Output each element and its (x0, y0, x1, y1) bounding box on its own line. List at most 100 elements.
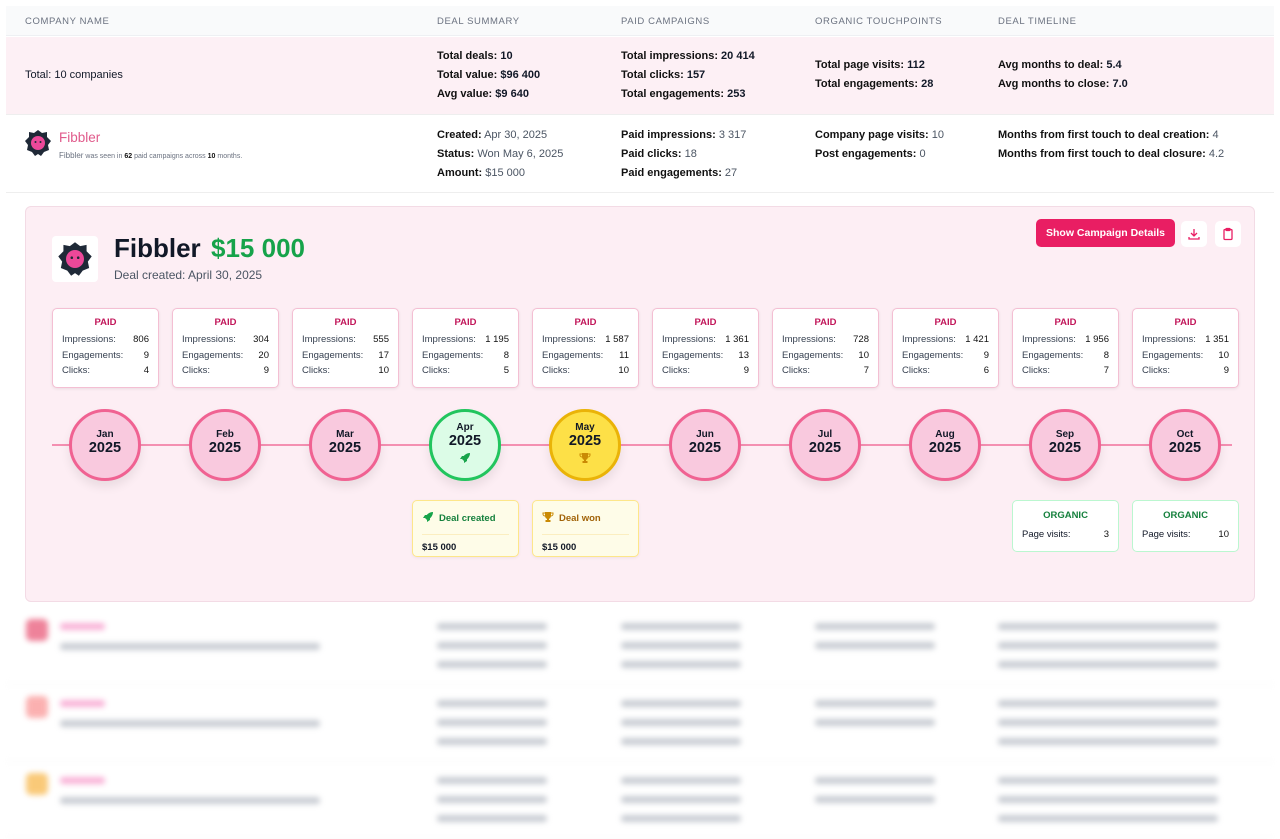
engagements-label: Engagements: (62, 349, 124, 361)
blurred-row[interactable] (6, 763, 1274, 839)
blurred-text (998, 777, 1218, 784)
month-node-jun[interactable]: Jun 2025 (669, 409, 741, 481)
impressions-label: Impressions: (542, 334, 596, 345)
company-deal: Created: Apr 30, 2025 Status: Won May 6, … (437, 126, 563, 183)
clicks-label: Clicks: (302, 365, 330, 376)
paid-label: PAID (694, 317, 717, 328)
month-node-aug[interactable]: Aug 2025 (909, 409, 981, 481)
blurred-text (621, 796, 741, 803)
event-card-created: Deal created $15 000 (412, 500, 519, 557)
month-node-jul[interactable]: Jul 2025 (789, 409, 861, 481)
engagements-row: Engagements: 13 (662, 348, 749, 364)
stat-line: Paid clicks: 18 (621, 145, 746, 164)
month-label: Jan (96, 429, 114, 440)
stat-label: Paid engagements: (621, 167, 722, 179)
engagements-value: 9 (143, 349, 149, 361)
totals-row: Total: 10 companies Total deals: 10 Total… (6, 37, 1274, 115)
company-logo-icon (26, 696, 48, 718)
clipboard-icon[interactable] (1215, 221, 1241, 247)
stat-value: 10 (497, 50, 513, 62)
stat-value: Apr 30, 2025 (481, 129, 548, 141)
engagements-row: Engagements: 8 (1022, 348, 1109, 364)
company-row-fibbler[interactable]: Fibbler Fibbler was seen in 62 paid camp… (6, 115, 1274, 193)
stat-value: 157 (683, 69, 706, 81)
month-label: Jun (696, 429, 714, 440)
year-label: 2025 (328, 440, 362, 456)
stat-line: Status: Won May 6, 2025 (437, 145, 563, 164)
paid-card: PAID Impressions: 304 Engagements: 20 Clicks:… (172, 308, 279, 388)
blurred-text (437, 623, 547, 630)
stat-value: 10 (928, 129, 944, 141)
blurred-text (621, 623, 741, 630)
detail-company-name: Fibbler (114, 233, 201, 263)
month-node-jan[interactable]: Jan 2025 (69, 409, 141, 481)
stat-line: Paid engagements: 27 (621, 164, 746, 183)
rocket-icon (422, 512, 434, 526)
impressions-value: 1 351 (1205, 334, 1229, 345)
stat-label: Amount: (437, 167, 483, 179)
impressions-label: Impressions: (662, 334, 716, 345)
impressions-label: Impressions: (782, 334, 836, 345)
blurred-text (437, 661, 547, 668)
month-node-sep[interactable]: Sep 2025 (1029, 409, 1101, 481)
year-label: 2025 (208, 440, 242, 456)
month-node-oct[interactable]: Oct 2025 (1149, 409, 1221, 481)
paid-label: PAID (214, 317, 237, 328)
blurred-row[interactable] (6, 609, 1274, 685)
desc-text: was seen in (85, 153, 123, 160)
impressions-row: Impressions: 304 (182, 332, 269, 348)
stat-value: 112 (904, 59, 925, 71)
paid-card: PAID Impressions: 806 Engagements: 9 Clicks: 4 (52, 308, 159, 388)
clicks-value: 10 (378, 365, 389, 376)
impressions-value: 1 195 (485, 334, 509, 345)
header-timeline: DEAL TIMELINE (998, 16, 1077, 27)
impressions-value: 555 (373, 334, 389, 345)
show-campaign-details-button[interactable]: Show Campaign Details (1036, 219, 1175, 247)
month-node-may[interactable]: May 2025 (549, 409, 621, 481)
impressions-value: 1 361 (725, 334, 749, 345)
month-label: Feb (216, 429, 234, 440)
company-name-link[interactable]: Fibbler (59, 130, 101, 145)
stat-line: Total engagements: 28 (815, 75, 933, 94)
totals-label: Total: 10 companies (25, 69, 123, 81)
paid-card: PAID Impressions: 555 Engagements: 17 Clicks:… (292, 308, 399, 388)
engagements-row: Engagements: 20 (182, 348, 269, 364)
stat-line: Avg months to close: 7.0 (998, 75, 1128, 94)
desc-company: Fibbler (59, 151, 84, 160)
stat-value: 28 (918, 78, 934, 90)
download-icon[interactable] (1181, 221, 1207, 247)
engagements-row: Engagements: 10 (782, 348, 869, 364)
clicks-value: 6 (983, 365, 989, 376)
page-visits-label: Page visits: (1022, 529, 1071, 540)
stat-line: Months from first touch to deal creation… (998, 126, 1224, 145)
impressions-row: Impressions: 1 361 (662, 332, 749, 348)
impressions-row: Impressions: 1 421 (902, 332, 989, 348)
impressions-value: 1 421 (965, 334, 989, 345)
stat-label: Total clicks: (621, 69, 684, 81)
totals-timeline: Avg months to deal: 5.4 Avg months to clo… (998, 56, 1128, 94)
paid-label: PAID (1174, 317, 1197, 328)
stat-label: Total value: (437, 69, 498, 81)
clicks-row: Clicks: 5 (422, 363, 509, 379)
engagements-value: 11 (619, 349, 629, 361)
stat-line: Total impressions: 20 414 (621, 47, 755, 66)
blurred-text (437, 777, 547, 784)
clicks-row: Clicks: 10 (302, 363, 389, 379)
engagements-value: 20 (258, 349, 269, 361)
blurred-row[interactable] (6, 686, 1274, 762)
clicks-value: 7 (863, 365, 869, 376)
year-label: 2025 (448, 433, 482, 449)
stat-label: Status: (437, 148, 475, 160)
stat-label: Months from first touch to deal closure: (998, 148, 1206, 160)
month-node-feb[interactable]: Feb 2025 (189, 409, 261, 481)
engagements-label: Engagements: (422, 349, 484, 361)
paid-label: PAID (1054, 317, 1077, 328)
desc-months: 10 (207, 153, 216, 160)
clicks-label: Clicks: (1022, 365, 1050, 376)
stat-line: Post engagements: 0 (815, 145, 944, 164)
month-node-apr[interactable]: Apr 2025 (429, 409, 501, 481)
impressions-value: 304 (253, 334, 269, 345)
trophy-icon (552, 451, 618, 469)
month-node-mar[interactable]: Mar 2025 (309, 409, 381, 481)
event-value: $15 000 (542, 542, 577, 553)
